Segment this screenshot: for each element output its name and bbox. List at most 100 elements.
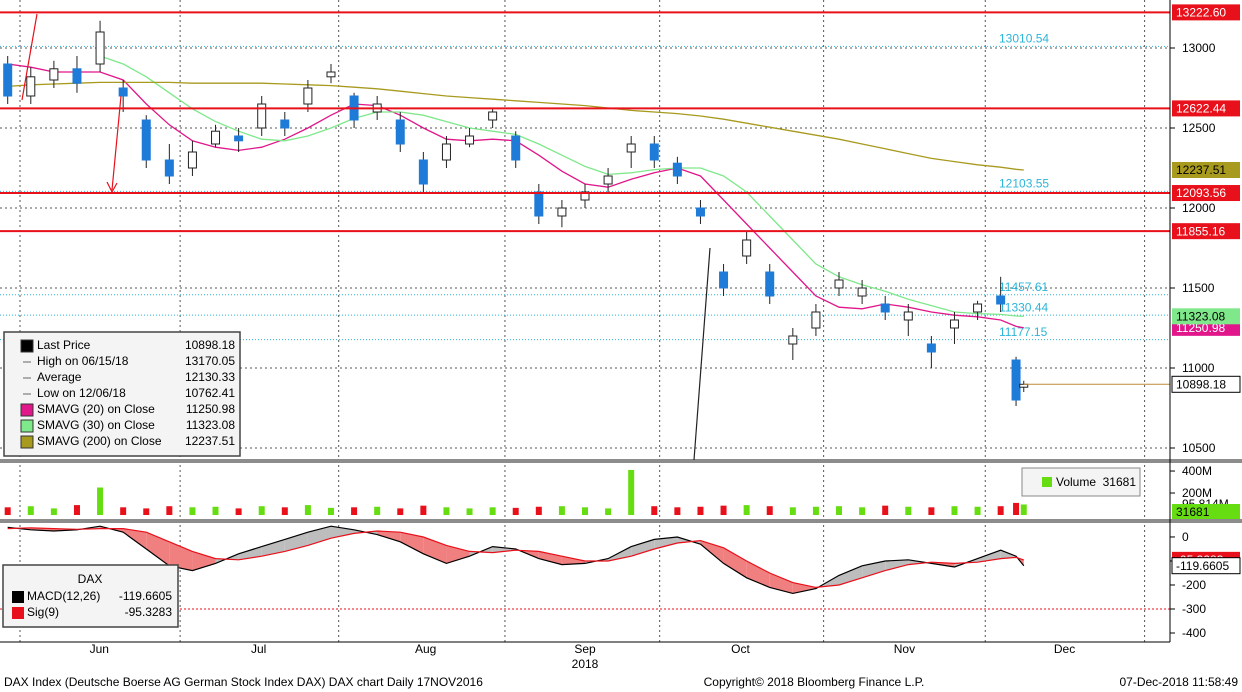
volume-bar [143,508,150,515]
volume-bar [258,506,265,515]
candle-body [26,76,36,97]
last-price-label: 10898.18 [1176,377,1226,391]
annotation-label: 12103.55 [999,177,1049,191]
volume-bar [489,507,496,515]
legend-value: 11250.98 [186,402,235,416]
volume-bar [97,487,104,515]
volume-bar [4,507,11,515]
macd-line [7,527,1024,589]
candle-body [926,343,936,353]
candle-body [441,143,451,161]
candle-body [949,319,959,329]
candle-body [95,31,105,65]
volume-bar [535,506,542,515]
volume-bar [27,506,34,515]
candle-body [996,295,1006,305]
volume-bar [166,506,173,515]
y-tick-label: 11000 [1182,361,1215,375]
legend-label: SMAVG (200) on Close [37,434,162,448]
macd-histogram-fill [123,528,147,549]
volume-bar [466,508,473,515]
panels: Jun Jul Aug Sep Oct Nov Dec 2018 10500 11000 11500… [0,0,1241,671]
macd-histogram-fill [561,556,585,565]
x-tick-label: Dec [1054,642,1075,656]
x-tick-label: Nov [894,642,915,656]
ma-last-value: 11323.08 [1176,309,1225,323]
x-tick-label: Sep [574,642,596,656]
volume-bar [351,507,358,515]
volume-bar [212,506,219,515]
candle-body [303,87,313,105]
macd-histogram-fill [723,547,747,578]
footer-right: 07-Dec-2018 11:58:49 [1119,675,1238,689]
volume-bar [443,507,450,515]
macd-last-value: -119.6605 [1176,559,1229,573]
candle-body [72,68,82,84]
moving-average-line [7,81,1024,171]
volume-bar [789,507,796,515]
candle-body [557,207,567,217]
ma-last-value: 12237.51 [1176,163,1226,177]
macd-last-value-box [1171,557,1241,575]
y-tick-label: 200M [1182,486,1212,500]
footer-center: Copyright© 2018 Bloomberg Finance L.P. [704,675,925,689]
volume-bar [374,506,381,515]
level-label-box [1172,223,1240,240]
volume-bar [582,507,588,515]
candle-body [695,207,705,217]
candle-body [280,119,290,129]
legend-value: 31681 [1103,475,1137,489]
moving-average-line [7,63,1024,329]
macd-histogram-fill [538,551,562,565]
candle-body [880,303,890,313]
volume-bar [951,506,958,515]
volume-bar [189,507,196,515]
legend-swatch [20,403,34,417]
macd-histogram-fill [631,539,655,557]
volume-bar [512,507,519,515]
legend-label: MACD(12,26) [27,589,100,603]
volume-last-value-box [1172,504,1240,520]
volume-bar [235,508,242,515]
volume-bar [397,508,404,515]
candle-body [649,143,659,161]
y-tick-label: -200 [1182,578,1206,592]
moving-average-line [99,55,1024,317]
candle-body [580,191,590,201]
macd-histogram-fill [377,530,401,542]
panel-separator [0,519,1242,523]
volume-last-value: 31681 [1176,505,1210,519]
level-label: 11855.16 [1176,224,1225,238]
footer-left: DAX Index (Deutsche Boerse AG German Sto… [4,675,483,689]
candle-body [857,287,867,297]
volume-bar [743,505,750,515]
candle-body [118,87,128,97]
annotation-label: 13010.54 [999,31,1049,45]
macd-histogram-fill [769,572,793,594]
candle-body [534,191,544,217]
candle-body [903,311,913,321]
volume-bar [836,506,843,515]
candle-body [788,335,798,345]
legend-box [3,331,241,457]
volume-bar [420,505,427,515]
x-tick-label: Jul [251,642,266,656]
volume-bar [928,507,935,515]
candle-body [211,130,221,145]
x-year-label: 2018 [572,657,599,671]
candle-body [811,311,821,329]
macd-histogram-fill [492,546,516,553]
candle-body [765,271,775,297]
x-tick-label: Jun [90,642,109,656]
legend-label: High on 06/15/18 [37,354,129,368]
candle-body [626,143,636,153]
macd-histogram-fill [885,559,909,571]
volume-bar [997,506,1004,515]
annotation-label: 11177.15 [999,325,1048,339]
macd-line [7,525,1025,595]
legend-swatch [20,419,34,433]
volume-bar [651,506,658,515]
candle-body [164,159,174,177]
